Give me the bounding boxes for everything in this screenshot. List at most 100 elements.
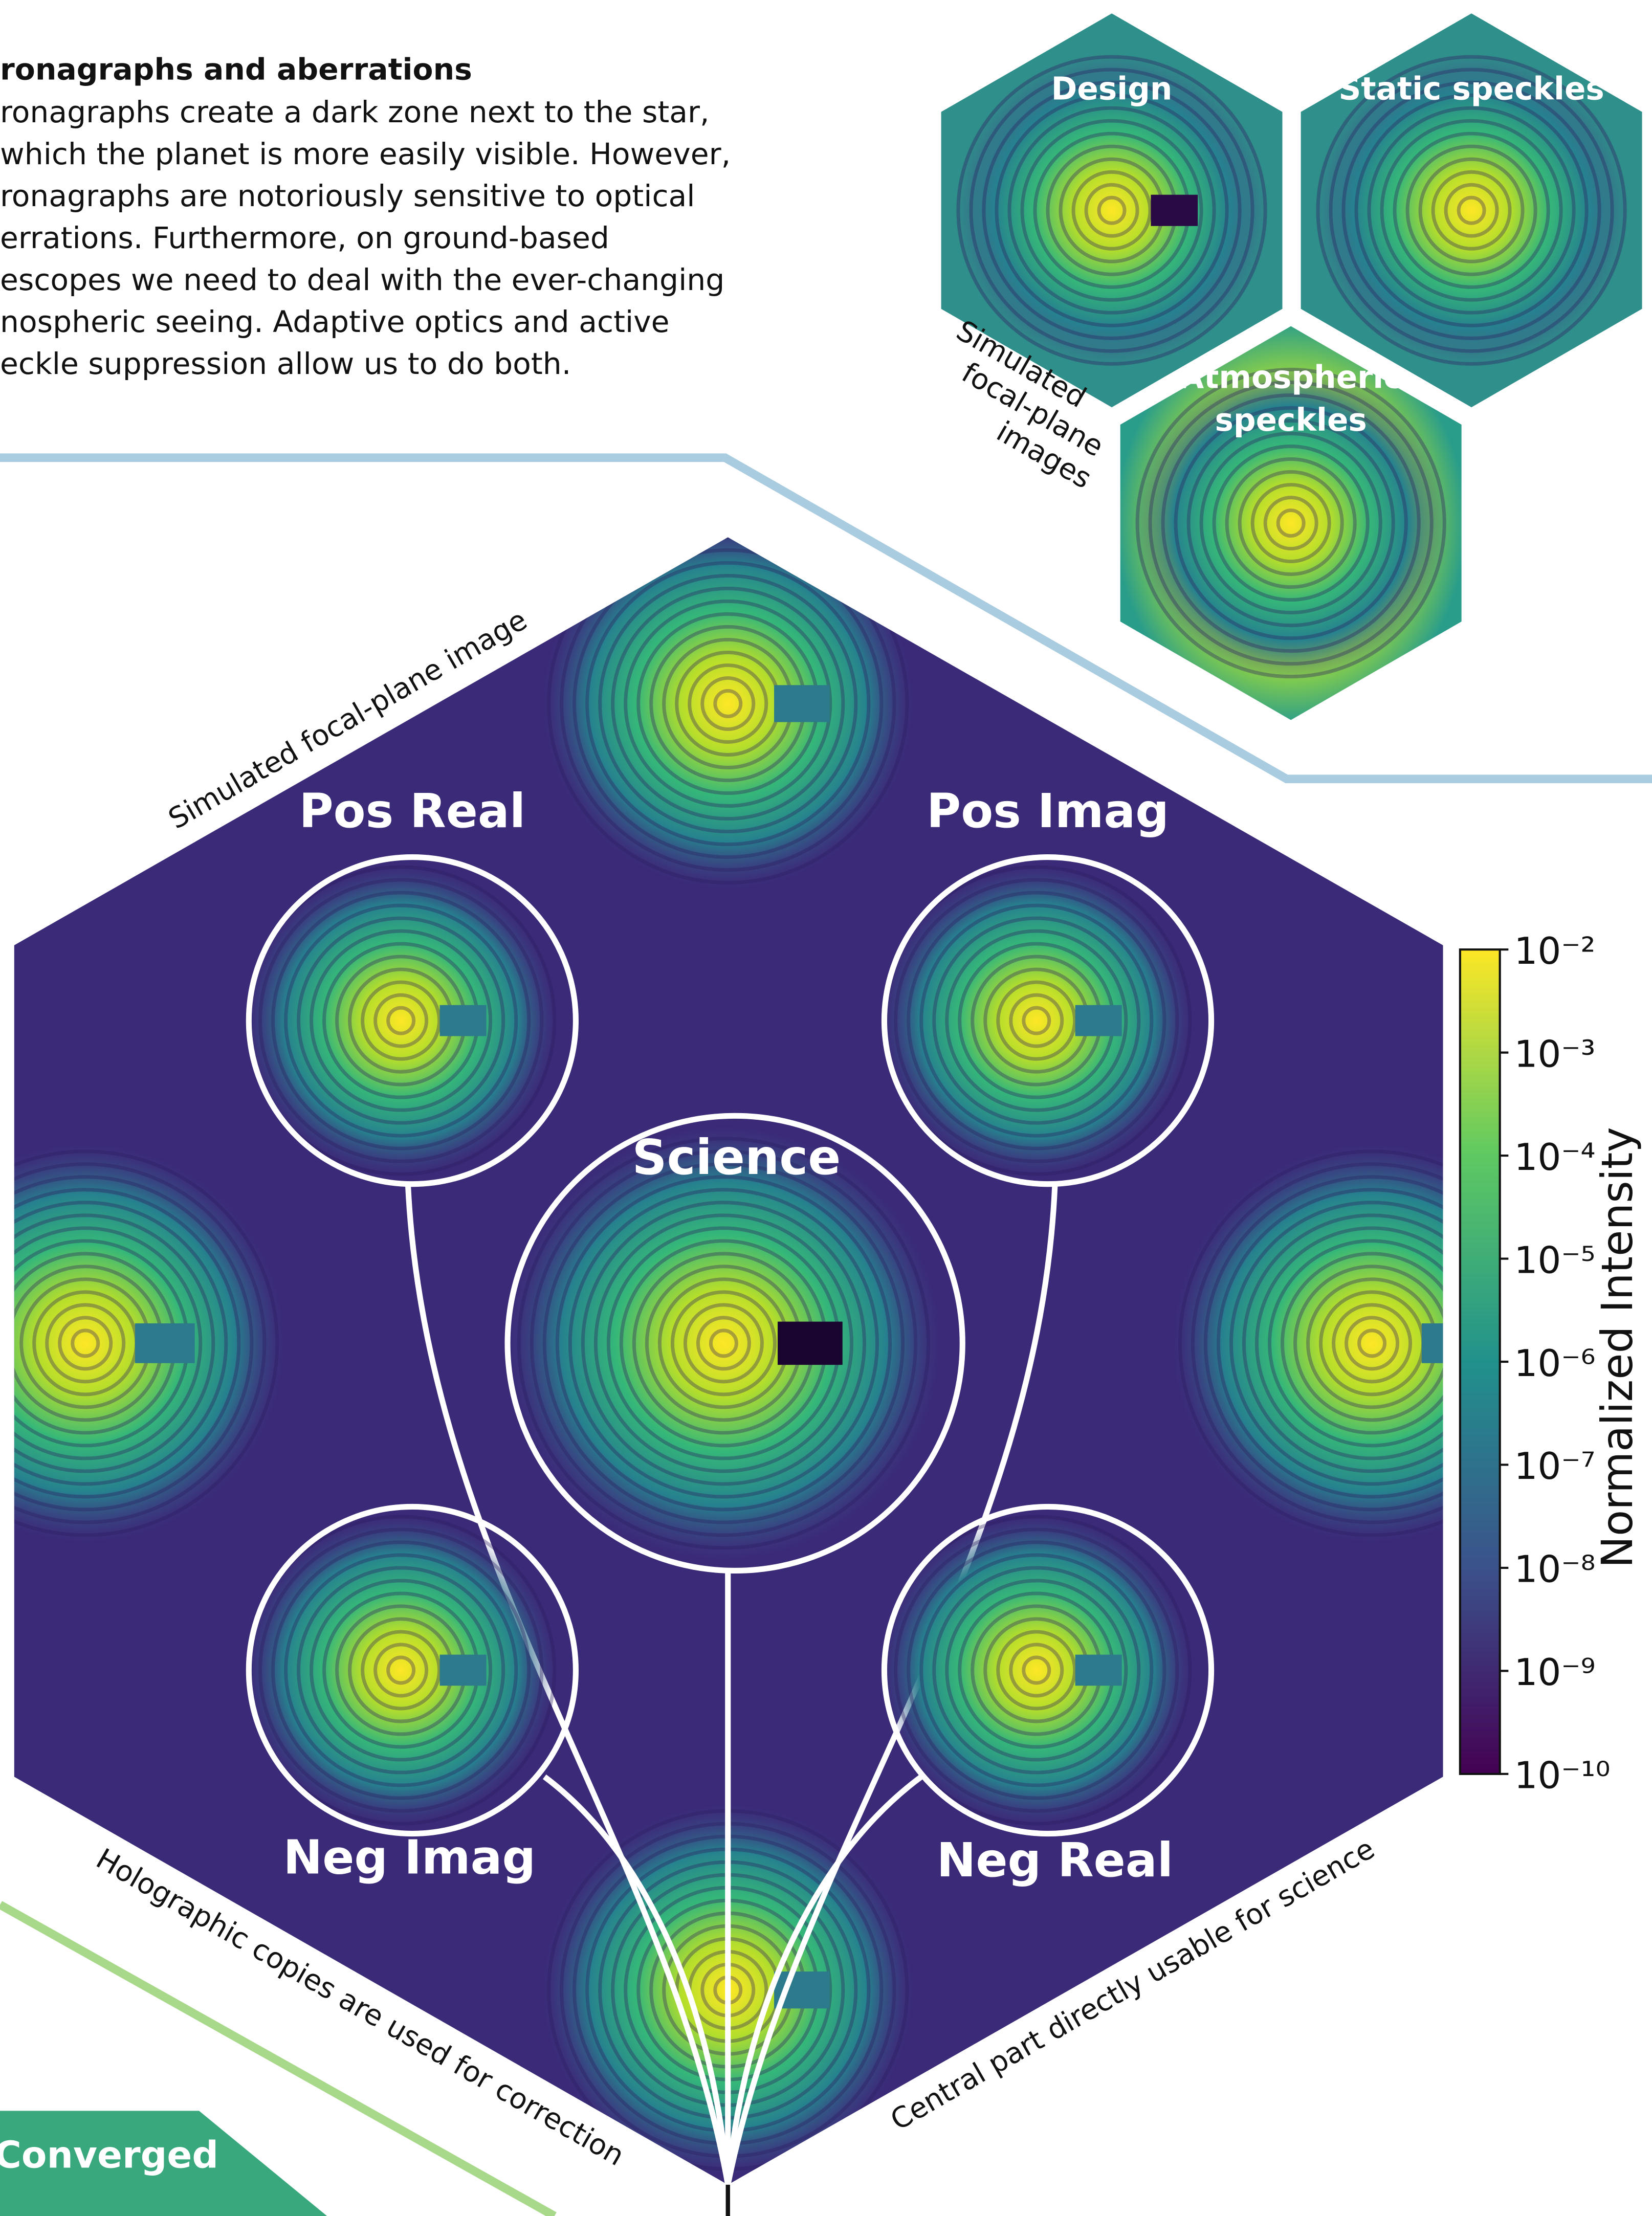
divider <box>0 453 1652 784</box>
fringe <box>688 663 768 744</box>
thumbnail-label: speckles <box>1215 402 1367 438</box>
region-ring <box>881 1503 1215 1837</box>
dark-hole <box>1421 1323 1443 1363</box>
colorbar-tick-label: 10⁻⁶ <box>1514 1342 1595 1385</box>
region-ring <box>504 1113 965 1574</box>
fringe <box>1097 195 1127 225</box>
fringe <box>1022 1006 1051 1035</box>
region: Neg Imag <box>246 1503 731 2185</box>
region-label: Pos Imag <box>927 784 1169 838</box>
fringe <box>1007 106 1216 315</box>
fringe <box>1354 93 1589 327</box>
fringe <box>1316 55 1627 366</box>
colorbar-label: Normalized Intensity <box>1593 1127 1642 1568</box>
fringe <box>258 878 544 1163</box>
dark-hole <box>1151 194 1198 226</box>
fringe <box>1009 1643 1064 1698</box>
psf <box>543 537 913 889</box>
colorbar-tick-label: 10⁻⁹ <box>1514 1651 1595 1694</box>
fringe <box>611 586 845 821</box>
fringe <box>1216 1188 1443 1499</box>
dark-hole <box>439 1654 487 1686</box>
fringe <box>1457 195 1486 225</box>
fringe <box>71 1328 100 1358</box>
fringe <box>14 1226 203 1460</box>
fringe <box>1380 119 1563 302</box>
fringe <box>1009 993 1064 1048</box>
region: Neg Real <box>725 1503 1215 2185</box>
fringe <box>709 1328 738 1358</box>
fringe <box>258 1527 544 1813</box>
fringe <box>1199 432 1382 615</box>
fringe <box>956 55 1267 366</box>
fringe <box>542 1162 905 1524</box>
dark-hole <box>1075 1005 1122 1036</box>
fringe <box>1250 483 1331 564</box>
fringe <box>894 1527 1179 1813</box>
fringe <box>1345 1316 1400 1371</box>
fringe <box>386 1655 416 1685</box>
intro-line: ronagraphs are notoriously sensitive to … <box>0 179 695 213</box>
fringe <box>284 903 518 1138</box>
dark-hole <box>439 1005 487 1036</box>
colorbar-tick-label: 10⁻⁵ <box>1514 1239 1595 1282</box>
fringe <box>996 980 1077 1061</box>
region-label: Neg Real <box>937 1833 1174 1888</box>
colorbar-tick-label: 10⁻⁴ <box>1514 1136 1595 1179</box>
fringe <box>271 1540 531 1800</box>
fringe <box>1020 119 1203 302</box>
fringe <box>284 1553 518 1787</box>
fringe <box>547 537 909 885</box>
thumbnail-spots <box>1315 54 1628 367</box>
intro-line: ronagraphs create a dark zone next to th… <box>0 95 710 129</box>
intro-line: nospheric seeing. Adaptive optics and ac… <box>0 304 670 339</box>
region-connector <box>725 1774 923 2185</box>
fringe <box>1212 445 1370 602</box>
fringe <box>1332 1303 1413 1384</box>
fringe <box>1084 183 1139 238</box>
region-ring <box>881 854 1215 1187</box>
fringe <box>572 548 884 859</box>
fringe <box>1329 68 1614 353</box>
fringe <box>1431 170 1512 251</box>
colorbar-tick-label: 10⁻³ <box>1514 1033 1595 1076</box>
psf <box>14 1144 284 1542</box>
converged-label: Converged <box>0 2134 218 2177</box>
fringe <box>1191 1162 1443 1524</box>
thumbnail-label: Static speckles <box>1338 71 1604 107</box>
thumbnail: Static speckles <box>1292 4 1651 417</box>
fringe <box>1444 183 1499 238</box>
intro-line: which the planet is more easily visible.… <box>0 137 731 171</box>
region: Science <box>504 1113 965 2185</box>
dark-hole <box>135 1323 195 1363</box>
thumbnail-label: Atmospheric <box>1180 360 1402 396</box>
psf <box>508 1127 940 1560</box>
fringe <box>1276 508 1306 538</box>
fringe <box>1135 367 1446 679</box>
psf <box>881 1515 1192 1826</box>
fringe <box>1405 144 1537 276</box>
fringe <box>1161 393 1421 653</box>
fringe <box>1186 419 1395 628</box>
fringe <box>58 1316 113 1371</box>
fringe <box>894 878 1179 1163</box>
fringe <box>310 1579 493 1762</box>
fringe <box>1341 80 1601 340</box>
fringe <box>1225 457 1357 589</box>
fringe <box>1148 380 1434 666</box>
fringe <box>14 1188 241 1499</box>
fringe <box>361 980 442 1061</box>
psf <box>246 1515 557 1826</box>
fringe <box>907 891 1166 1150</box>
connector <box>725 2184 730 2216</box>
psf <box>246 865 557 1176</box>
fringe <box>373 1643 429 1698</box>
intro-line: eckle suppression allow us to do both. <box>0 346 571 381</box>
fringe <box>14 1213 215 1473</box>
fringe <box>700 676 756 731</box>
fringe <box>593 1213 853 1473</box>
fringe <box>14 1175 254 1512</box>
divider <box>0 1901 557 2216</box>
fringe <box>1174 406 1408 640</box>
